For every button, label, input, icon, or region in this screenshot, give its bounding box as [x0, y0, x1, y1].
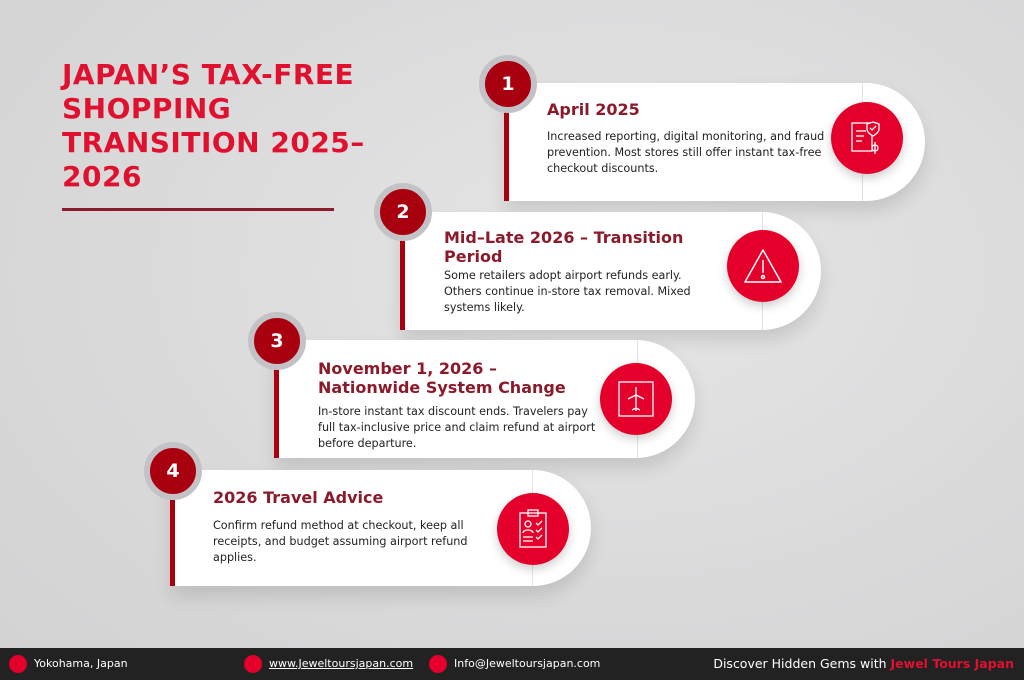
footer: Yokohama, Japan www.Jeweltoursjapan.com …: [0, 648, 1024, 680]
step-number-3: 3: [248, 312, 306, 370]
globe-icon: [244, 655, 262, 673]
airplane-icon: [600, 363, 672, 435]
location-pin-icon: [9, 655, 27, 673]
step-body-3: In-store instant tax discount ends. Trav…: [318, 405, 596, 450]
document-shield-touch-icon: [831, 102, 903, 174]
step-body-2: Some retailers adopt airport refunds ear…: [444, 269, 691, 314]
page-title: JAPAN’S TAX-FREE SHOPPING TRANSITION 202…: [62, 58, 365, 193]
footer-email-link[interactable]: Info@Jeweltoursjapan.com: [454, 657, 601, 670]
clipboard-checklist-icon: [497, 493, 569, 565]
timeline-bar-4: [170, 480, 175, 586]
timeline-bar-3: [274, 352, 279, 458]
step-body-4: Confirm refund method at checkout, keep …: [213, 519, 468, 564]
step-number-1: 1: [479, 55, 537, 113]
title-underline: [62, 208, 334, 211]
brand-name: Jewel Tours Japan: [890, 656, 1014, 671]
step-number-4: 4: [144, 442, 202, 500]
step-heading-4: 2026 Travel Advice: [213, 488, 384, 507]
footer-tagline: Discover Hidden Gems with Jewel Tours Ja…: [713, 656, 1014, 671]
footer-location: Yokohama, Japan: [34, 657, 128, 670]
step-body-1: Increased reporting, digital monitoring,…: [547, 130, 825, 175]
step-heading-3: November 1, 2026 – Nationwide System Cha…: [318, 359, 566, 397]
step-heading-2: Mid–Late 2026 – Transition Period: [444, 228, 684, 266]
warning-icon: [727, 230, 799, 302]
step-heading-1: April 2025: [547, 100, 640, 119]
timeline-bar-1: [504, 95, 509, 201]
footer-website-link[interactable]: www.Jeweltoursjapan.com: [269, 657, 414, 670]
mail-icon: [429, 655, 447, 673]
timeline-bar-2: [400, 222, 405, 330]
step-number-2: 2: [374, 183, 432, 241]
